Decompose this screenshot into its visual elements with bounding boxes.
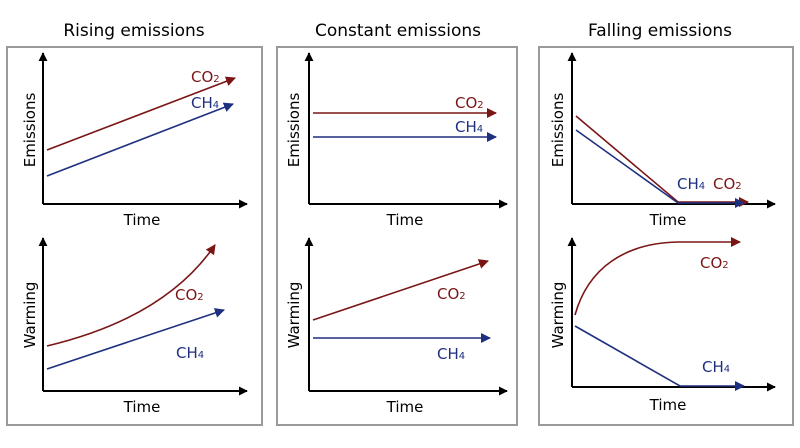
warming-plot: Warming Time CO2 CH4	[285, 237, 508, 416]
x-axis-label: Time	[386, 211, 424, 229]
panel-title: Rising emissions	[63, 21, 204, 41]
x-axis-label: Time	[123, 211, 161, 229]
panel-frame	[538, 46, 794, 426]
ch4-label: CH4	[455, 118, 483, 136]
panel-title: Constant emissions	[315, 21, 481, 41]
ch4-label: CH4	[702, 358, 730, 376]
co2-label: CO2	[713, 175, 742, 193]
x-axis-label: Time	[649, 396, 687, 414]
ch4-emissions-line	[46, 102, 234, 177]
y-axis-label: Emissions	[285, 93, 303, 168]
ch4-label: CH4	[677, 175, 705, 193]
y-axis-label: Emissions	[549, 93, 567, 168]
panel-falling-emissions: Falling emissions Emissions Time CH4 CO2…	[538, 21, 794, 426]
y-axis-label: Warming	[285, 282, 303, 349]
co2-emissions-line	[575, 115, 749, 207]
emissions-plot: Emissions Time CH4 CO2	[549, 52, 776, 229]
ch4-warming-line	[46, 308, 225, 370]
co2-label: CO2	[700, 254, 729, 272]
co2-label: CO2	[175, 286, 204, 304]
ch4-emissions-line	[575, 129, 745, 208]
emissions-plot: Emissions Time CO2 CH4	[285, 52, 508, 229]
ch4-label: CH4	[176, 344, 204, 362]
co2-warming-line	[312, 259, 489, 321]
ch4-warming-line	[574, 325, 745, 391]
ch4-label: CH4	[437, 345, 465, 363]
ch4-label: CH4	[191, 94, 219, 112]
y-axis-label: Warming	[549, 282, 567, 349]
co2-emissions-line	[46, 76, 236, 151]
co2-label: CO2	[437, 285, 466, 303]
x-axis-label: Time	[386, 398, 424, 416]
x-axis-label: Time	[123, 398, 161, 416]
panel-frame	[6, 46, 263, 426]
y-axis-label: Emissions	[21, 93, 39, 168]
warming-plot: Warming Time CO2 CH4	[21, 237, 248, 416]
co2-warming-curve	[46, 244, 216, 347]
panel-frame	[276, 46, 518, 426]
co2-warming-curve	[574, 237, 741, 316]
co2-label: CO2	[191, 68, 220, 86]
warming-plot: Warming Time CO2 CH4	[549, 237, 776, 414]
emissions-plot: Emissions Time CO2 CH4	[21, 52, 248, 229]
co2-label: CO2	[455, 94, 484, 112]
panel-rising-emissions: Rising emissions Emissions Time CO2 CH4 …	[6, 21, 263, 426]
y-axis-label: Warming	[21, 282, 39, 349]
panel-constant-emissions: Constant emissions Emissions Time CO2 CH…	[276, 21, 518, 426]
panel-title: Falling emissions	[588, 21, 732, 41]
x-axis-label: Time	[649, 211, 687, 229]
